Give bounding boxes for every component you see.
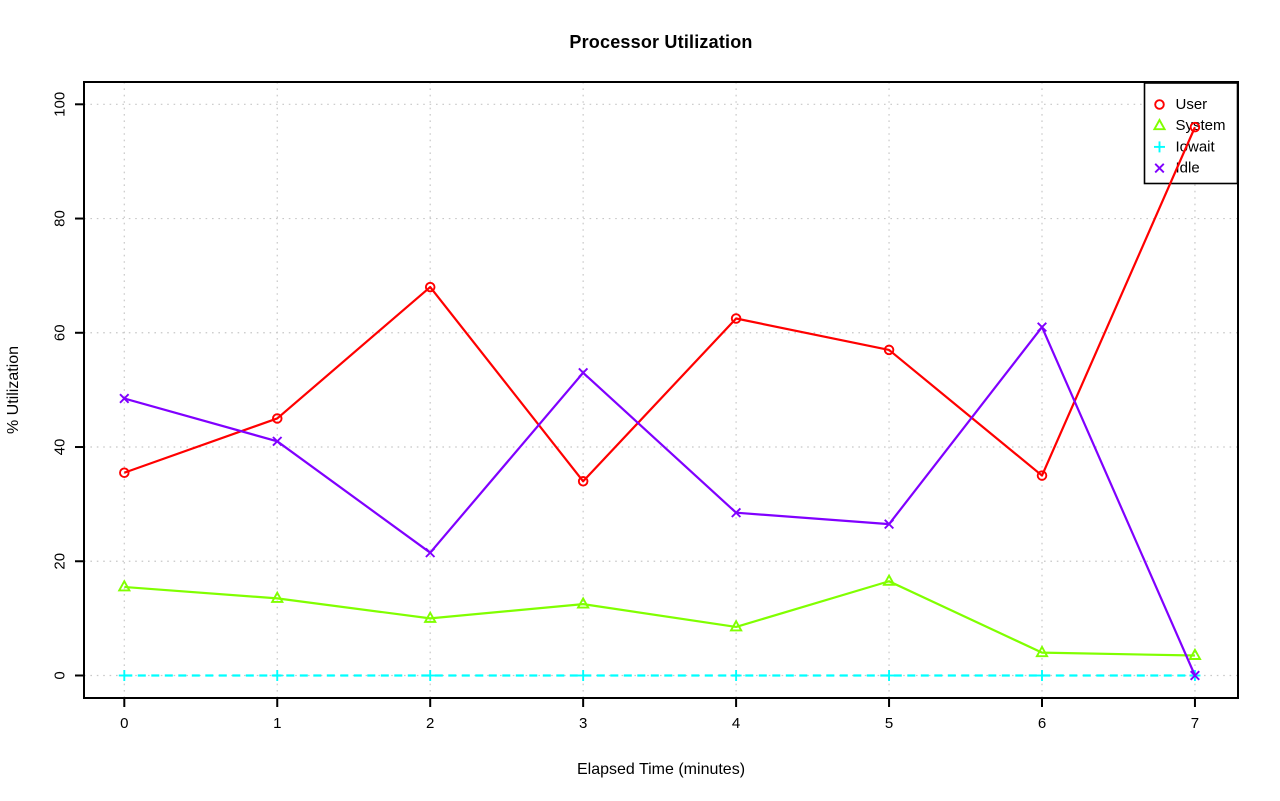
legend-plus-symbol: [1154, 141, 1165, 153]
data-point: [1035, 644, 1049, 658]
data-point: [577, 476, 589, 487]
circle-marker-icon: [883, 344, 895, 356]
data-point: [118, 670, 130, 681]
x-tick-label: 7: [1191, 715, 1199, 732]
triangle-marker-icon: [576, 596, 590, 609]
circle-marker-icon: [119, 467, 130, 478]
y-tick-label: 80: [52, 210, 69, 227]
circle-marker-icon: [424, 281, 436, 293]
data-point: [1188, 647, 1202, 660]
circle-marker-icon: [1189, 121, 1201, 133]
x-marker-icon: [1154, 163, 1165, 174]
x-tick-label: 0: [120, 715, 128, 732]
x-tick-label: 5: [885, 715, 893, 732]
data-point: [117, 579, 132, 592]
data-point: [731, 507, 742, 518]
x-marker-icon: [119, 393, 130, 404]
triangle-marker-icon: [729, 619, 743, 632]
data-point: [271, 670, 283, 681]
circle-marker-icon: [1036, 470, 1048, 481]
data-point: [883, 670, 895, 681]
x-marker-icon: [1037, 322, 1047, 333]
y-tick-label: 0: [52, 671, 69, 679]
data-point: [883, 344, 895, 356]
triangle-marker-icon: [1035, 644, 1049, 658]
x-tick-label: 6: [1038, 715, 1046, 732]
data-point: [270, 590, 284, 603]
legend-circle-symbol: [1154, 99, 1165, 110]
data-point: [730, 313, 742, 324]
data-point: [1037, 322, 1047, 333]
series-line: [124, 325, 1196, 676]
data-point: [425, 547, 436, 558]
data-point: [1036, 470, 1048, 481]
legend-x-symbol: [1154, 163, 1165, 174]
legend-label: Idle: [1176, 160, 1200, 177]
series-line: [123, 126, 1196, 483]
triangle-marker-icon: [1188, 647, 1202, 660]
x-marker-icon: [1189, 670, 1200, 681]
data-point: [119, 393, 130, 404]
x-tick-label: 3: [579, 715, 587, 732]
data-point: [730, 670, 742, 681]
x-marker-icon: [884, 519, 895, 530]
data-point: [576, 596, 590, 609]
plot-box: [83, 81, 1239, 699]
data-point: [272, 413, 283, 424]
data-point: [272, 436, 283, 447]
data-point: [424, 281, 436, 293]
series-system: [124, 580, 1195, 657]
y-tick-label: 100: [52, 92, 69, 117]
x-axis-label: Elapsed Time (minutes): [576, 761, 746, 778]
x-marker-icon: [425, 547, 436, 558]
triangle-marker-icon: [423, 610, 437, 623]
circle-marker-icon: [730, 313, 742, 324]
data-point: [578, 367, 589, 378]
legend-entry: User: [1176, 96, 1208, 113]
legend-triangle-symbol: [1152, 118, 1167, 131]
data-point: [577, 670, 589, 681]
triangle-marker-icon: [270, 590, 284, 603]
triangle-marker-icon: [117, 579, 132, 592]
legend-entry: System: [1176, 117, 1226, 134]
series-idle: [124, 325, 1196, 676]
x-tick-label: 4: [732, 715, 740, 732]
circle-marker-icon: [1154, 99, 1165, 110]
y-tick-label: 60: [52, 324, 69, 341]
data-point: [884, 519, 895, 530]
y-tick-label: 20: [52, 553, 69, 570]
data-point: [1189, 121, 1201, 133]
data-point: [1036, 670, 1048, 681]
circle-marker-icon: [272, 413, 283, 424]
data-point: [119, 467, 130, 478]
legend-label: Iowait: [1176, 138, 1216, 155]
data-point: [424, 670, 436, 681]
y-tick-label: 40: [52, 439, 69, 456]
legend-label: User: [1176, 96, 1208, 113]
legend-entry: Iowait: [1176, 138, 1216, 155]
legend-label: System: [1176, 117, 1226, 134]
y-axis-label: % Utilization: [5, 345, 22, 435]
series-line: [124, 580, 1195, 657]
circle-marker-icon: [577, 476, 589, 487]
legend-entry: Idle: [1176, 160, 1200, 177]
x-tick-label: 1: [273, 715, 281, 732]
data-point: [423, 610, 437, 623]
x-marker-icon: [731, 507, 742, 518]
x-tick-label: 2: [426, 715, 434, 732]
data-point: [729, 619, 743, 632]
data-point: [882, 573, 896, 586]
triangle-marker-icon: [882, 573, 896, 586]
series-user: [123, 126, 1196, 483]
chart-title: Processor Utilization: [569, 32, 753, 52]
triangle-marker-icon: [1152, 118, 1167, 131]
data-point: [1189, 670, 1200, 681]
x-marker-icon: [578, 367, 589, 378]
x-marker-icon: [272, 436, 283, 447]
